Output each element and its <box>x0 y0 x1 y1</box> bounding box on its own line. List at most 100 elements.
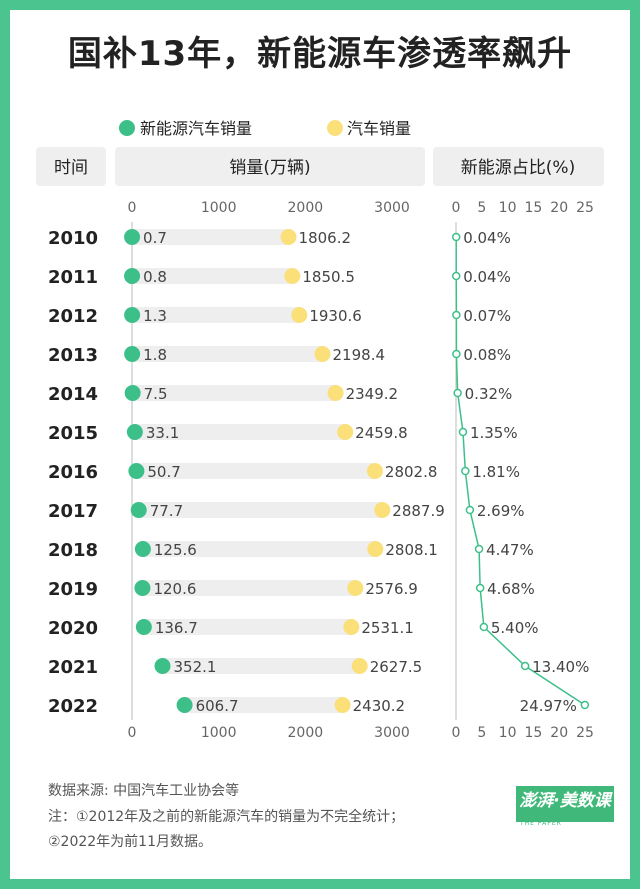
car-point <box>327 385 344 401</box>
sales-tick-top: 2000 <box>288 200 324 216</box>
car-value-label: 1806.2 <box>299 229 352 247</box>
share-value-label: 1.35% <box>470 424 518 442</box>
share-tick-top: 5 <box>477 200 486 216</box>
sales-tick-top: 0 <box>128 200 137 216</box>
share-value-label: 4.47% <box>486 541 534 559</box>
year-label: 2011 <box>48 267 98 288</box>
car-point <box>337 424 354 440</box>
car-point <box>343 619 360 635</box>
nev-point <box>126 424 143 440</box>
car-value-label: 2887.9 <box>392 502 445 520</box>
car-point <box>374 502 391 518</box>
nev-value-label: 606.7 <box>196 697 239 715</box>
dumbbell-bar <box>132 268 293 284</box>
header-share-box <box>433 147 604 186</box>
share-point <box>451 232 461 242</box>
year-label: 2019 <box>48 579 98 600</box>
nev-value-label: 120.6 <box>153 580 196 598</box>
share-value-label: 13.40% <box>532 658 589 676</box>
car-value-label: 2808.1 <box>385 541 438 559</box>
dumbbell-bar <box>132 385 336 401</box>
share-point <box>451 271 461 281</box>
car-point <box>280 229 297 245</box>
share-point <box>452 349 461 359</box>
nev-point <box>134 580 151 596</box>
year-label: 2017 <box>48 501 98 522</box>
car-point <box>366 463 383 479</box>
share-point <box>452 310 461 320</box>
nev-point <box>128 463 145 479</box>
share-tick-top: 15 <box>524 200 542 216</box>
share-value-label: 2.69% <box>477 502 525 520</box>
dumbbell-bar <box>142 580 356 596</box>
header-share: 新能源占比(%) <box>461 158 575 178</box>
nev-point <box>176 697 193 713</box>
dumbbell-bar <box>136 463 375 479</box>
car-point <box>334 697 351 713</box>
nev-point <box>134 541 151 557</box>
brand-subtitle: THE PAPER <box>520 820 562 827</box>
sales-tick-bottom: 3000 <box>374 725 410 741</box>
share-value-label: 0.04% <box>463 268 511 286</box>
car-point <box>314 346 331 362</box>
share-tick-bottom: 20 <box>550 725 568 741</box>
car-value-label: 2627.5 <box>370 658 423 676</box>
header-sales: 销量(万辆) <box>229 158 310 178</box>
car-value-label: 1930.6 <box>309 307 362 325</box>
sales-tick-top: 3000 <box>374 200 410 216</box>
share-tick-bottom: 5 <box>477 725 486 741</box>
nev-value-label: 0.8 <box>143 268 167 286</box>
car-value-label: 2531.1 <box>361 619 414 637</box>
sales-tick-bottom: 1000 <box>201 725 237 741</box>
share-value-label: 24.97% <box>520 697 577 715</box>
nev-value-label: 1.8 <box>143 346 167 364</box>
year-label: 2020 <box>48 618 98 639</box>
footnote-1: 注：①2012年及之前的新能源汽车的销量为不完全统计； <box>48 809 405 825</box>
nev-value-label: 352.1 <box>174 658 217 676</box>
nev-value-label: 77.7 <box>150 502 183 520</box>
dumbbell-bar <box>138 502 383 518</box>
nev-point <box>124 385 141 401</box>
car-value-label: 2459.8 <box>355 424 408 442</box>
share-point <box>458 427 468 437</box>
nev-point <box>124 307 141 323</box>
nev-point <box>130 502 147 518</box>
car-value-label: 2349.2 <box>346 385 399 403</box>
page-title: 国补13年，新能源车渗透率飙升 <box>67 34 573 74</box>
share-point <box>453 388 462 398</box>
share-value-label: 4.68% <box>487 580 535 598</box>
dumbbell-bar <box>132 229 289 245</box>
year-label: 2021 <box>48 657 98 678</box>
share-tick-top: 20 <box>550 200 568 216</box>
share-tick-bottom: 25 <box>576 725 594 741</box>
share-value-label: 0.07% <box>463 307 511 325</box>
share-point <box>580 700 590 710</box>
car-point <box>351 658 368 674</box>
share-point <box>520 661 530 671</box>
sales-tick-bottom: 0 <box>128 725 137 741</box>
nev-value-label: 1.3 <box>143 307 167 325</box>
car-point <box>291 307 308 323</box>
nev-point <box>124 346 141 362</box>
share-point <box>465 505 475 515</box>
sales-tick-bottom: 2000 <box>288 725 324 741</box>
nev-value-label: 50.7 <box>147 463 180 481</box>
nev-value-label: 125.6 <box>154 541 197 559</box>
dumbbell-bar <box>134 424 346 440</box>
share-tick-bottom: 0 <box>452 725 461 741</box>
nev-point <box>124 229 141 245</box>
year-label: 2015 <box>48 423 98 444</box>
year-label: 2010 <box>48 228 98 249</box>
dumbbell-bar <box>132 346 323 362</box>
car-value-label: 2576.9 <box>365 580 418 598</box>
header-sales-box <box>115 147 425 186</box>
nev-point <box>124 268 141 284</box>
brand-logo: 澎湃·美数课 <box>516 786 614 822</box>
car-value-label: 2802.8 <box>385 463 438 481</box>
share-point <box>461 466 470 476</box>
car-value-label: 2430.2 <box>353 697 406 715</box>
share-value-label: 0.04% <box>463 229 511 247</box>
header-time-box <box>36 147 106 186</box>
nev-point <box>154 658 171 674</box>
